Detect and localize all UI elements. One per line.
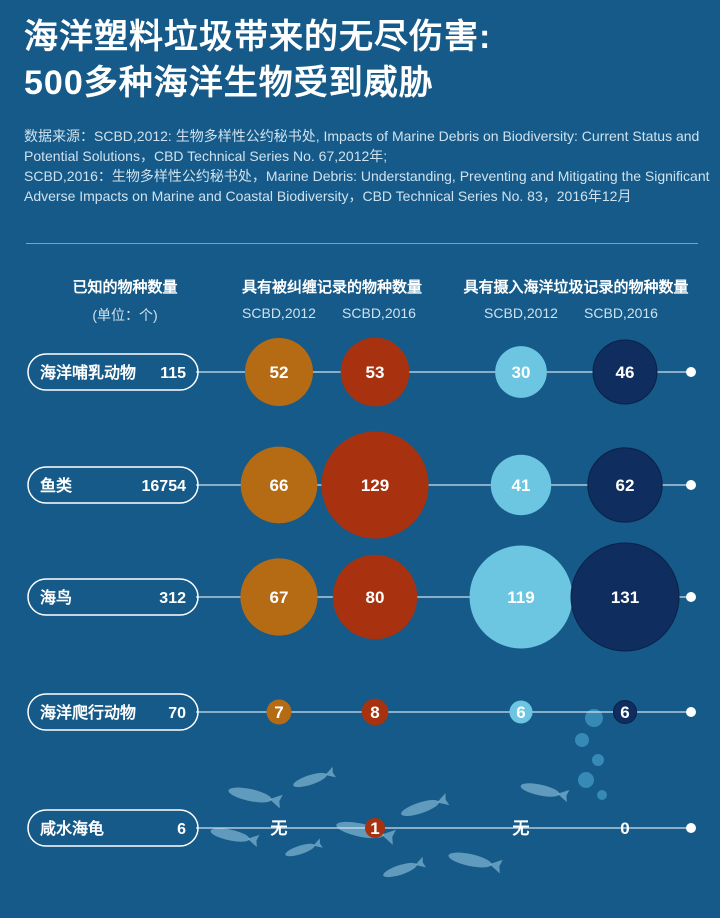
data-bubble xyxy=(244,337,314,407)
category-label: 咸水海龟 xyxy=(40,819,104,838)
fish-icon xyxy=(210,828,260,848)
bubble-decoration-icon xyxy=(578,772,594,788)
header-ingest-2016: SCBD,2016 xyxy=(584,305,658,321)
bubble-decoration-icon xyxy=(592,754,604,766)
data-bubble xyxy=(240,446,318,524)
data-bubble xyxy=(592,339,658,405)
data-label: 无 xyxy=(270,819,288,838)
data-bubble xyxy=(509,700,533,724)
known-count: 70 xyxy=(168,705,186,722)
data-bubble xyxy=(340,337,410,407)
category-label: 海洋哺乳动物 xyxy=(40,363,136,382)
known-count: 115 xyxy=(160,365,186,382)
data-bubble xyxy=(570,542,680,652)
source-line-2: SCBD,2016：生物多样性公约秘书处，Marine Debris: Unde… xyxy=(24,168,710,204)
data-label: 62 xyxy=(616,476,635,495)
data-label: 30 xyxy=(512,363,531,382)
data-bubble xyxy=(495,346,547,398)
data-label: 67 xyxy=(270,588,289,607)
row-end-dot xyxy=(686,367,696,377)
title-line-1: 海洋塑料垃圾带来的无尽伤害: xyxy=(24,18,492,56)
category-pill xyxy=(27,809,199,847)
row-end-dot xyxy=(686,480,696,490)
data-label: 46 xyxy=(616,363,635,382)
header-entangle-2016: SCBD,2016 xyxy=(342,305,416,321)
bubble-decoration-icon xyxy=(585,709,603,727)
category-label: 鱼类 xyxy=(40,476,73,495)
data-bubble xyxy=(266,699,292,725)
bubble-decoration-icon xyxy=(597,790,607,800)
bubble-decoration-icon xyxy=(575,733,589,747)
data-bubble xyxy=(361,698,389,726)
row-end-dot xyxy=(686,823,696,833)
category-label: 海鸟 xyxy=(40,588,72,607)
source-note: 数据来源：SCBD,2012: 生物多样性公约秘书处, Impacts of M… xyxy=(24,126,714,206)
fish-icon xyxy=(383,856,427,878)
row-end-dot xyxy=(686,592,696,602)
data-label: 1 xyxy=(370,819,379,838)
row-end-dot xyxy=(686,707,696,717)
category-pill xyxy=(27,466,199,504)
category-pill xyxy=(27,353,199,391)
data-bubble xyxy=(332,554,418,640)
header-known: 已知的物种数量 xyxy=(72,279,178,296)
data-label: 53 xyxy=(366,363,385,382)
known-count: 312 xyxy=(159,590,186,607)
data-label: 6 xyxy=(620,703,629,722)
data-label: 8 xyxy=(370,703,379,722)
source-line-1: 数据来源：SCBD,2012: 生物多样性公约秘书处, Impacts of M… xyxy=(24,128,700,164)
header-entangle: 具有被纠缠记录的物种数量 xyxy=(241,279,422,296)
divider xyxy=(26,243,698,244)
data-bubble xyxy=(612,699,638,725)
data-label: 无 xyxy=(512,819,530,838)
data-bubble xyxy=(321,431,429,539)
data-label: 7 xyxy=(274,703,283,722)
data-label: 131 xyxy=(611,588,639,607)
data-label: 6 xyxy=(516,703,525,722)
data-label: 80 xyxy=(366,588,385,607)
header-ingest-2012: SCBD,2012 xyxy=(484,305,558,321)
header-ingest: 具有摄入海洋垃圾记录的物种数量 xyxy=(463,279,689,296)
known-count: 6 xyxy=(177,821,186,838)
fish-icon xyxy=(401,793,450,816)
data-label: 119 xyxy=(507,588,534,607)
data-bubble xyxy=(469,545,573,649)
data-bubble xyxy=(240,558,318,636)
header-entangle-2012: SCBD,2012 xyxy=(242,305,316,321)
fish-icon xyxy=(520,783,570,803)
fish-icon xyxy=(336,821,397,845)
header-known-unit: (单位：个) xyxy=(92,307,158,323)
category-label: 海洋爬行动物 xyxy=(40,703,136,722)
fish-icon xyxy=(228,787,283,809)
category-pill xyxy=(27,693,199,731)
data-bubble xyxy=(490,454,552,516)
fish-icon xyxy=(285,838,323,857)
fish-icon xyxy=(448,852,503,874)
data-label: 0 xyxy=(620,819,629,838)
data-label: 66 xyxy=(270,476,289,495)
category-pill xyxy=(27,578,199,616)
data-label: 52 xyxy=(270,363,289,382)
data-label: 129 xyxy=(361,476,389,495)
data-bubble xyxy=(587,447,663,523)
fish-icon xyxy=(293,766,337,788)
known-count: 16754 xyxy=(142,478,187,495)
title-line-2: 500多种海洋生物受到威胁 xyxy=(24,64,434,102)
page-title: 海洋塑料垃圾带来的无尽伤害: 500多种海洋生物受到威胁 xyxy=(24,14,491,106)
data-label: 41 xyxy=(512,476,531,495)
data-bubble xyxy=(365,818,385,838)
